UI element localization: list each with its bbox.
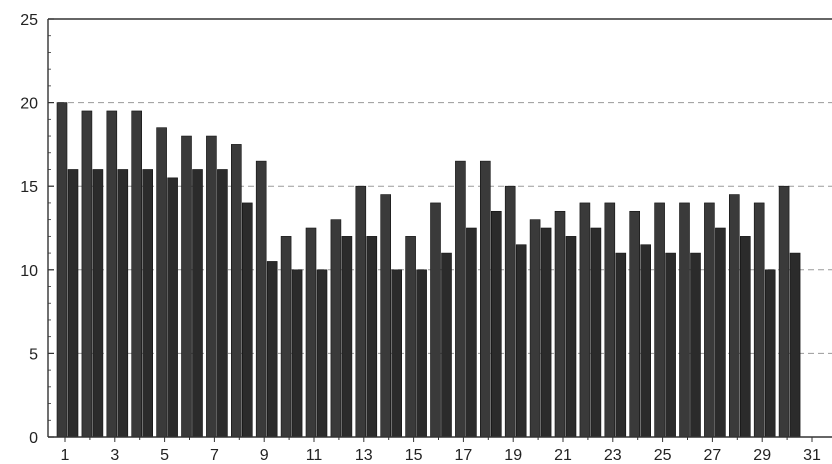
bar	[67, 169, 79, 438]
bar	[416, 269, 427, 438]
x-tick-label: 29	[753, 447, 771, 464]
bar	[753, 202, 765, 438]
bar	[81, 110, 93, 438]
x-tick-label: 31	[803, 447, 821, 464]
bar	[479, 160, 491, 438]
bar	[131, 110, 142, 438]
bar	[167, 177, 178, 438]
bar	[266, 261, 278, 438]
bar	[391, 269, 403, 438]
bar	[316, 269, 328, 438]
bar	[540, 227, 552, 438]
bar	[504, 185, 516, 438]
bar	[739, 236, 751, 438]
bar	[366, 236, 378, 438]
bar	[231, 144, 242, 438]
x-tick-label: 19	[504, 447, 522, 464]
bar	[142, 169, 153, 438]
bar	[217, 169, 228, 438]
y-tick-label: 0	[29, 430, 38, 447]
plot-frame	[47, 18, 832, 438]
bar	[330, 219, 342, 438]
bar	[629, 210, 641, 438]
bar	[679, 202, 690, 438]
x-tick-label: 27	[704, 447, 722, 464]
bar	[466, 227, 477, 438]
x-tick-label: 25	[654, 447, 672, 464]
bar	[690, 252, 701, 438]
bar	[704, 202, 715, 438]
x-tick-label: 11	[306, 447, 323, 464]
bar	[455, 160, 466, 438]
bar	[341, 236, 353, 438]
bar	[579, 202, 591, 438]
bar	[255, 160, 267, 438]
x-tick-label: 17	[455, 447, 473, 464]
bar	[604, 202, 616, 438]
bar	[615, 252, 627, 438]
bar	[106, 110, 118, 438]
bar	[728, 194, 740, 438]
bar	[92, 169, 104, 438]
y-tick-label: 10	[20, 263, 38, 280]
bar	[181, 135, 192, 438]
y-tick-label: 15	[20, 179, 38, 196]
bar	[515, 244, 527, 438]
bar	[665, 252, 676, 438]
x-tick-label: 3	[110, 447, 119, 464]
bar	[206, 135, 217, 438]
bar	[156, 127, 167, 438]
x-tick-label: 13	[355, 447, 373, 464]
bar	[640, 244, 652, 438]
bar	[565, 236, 577, 438]
bar	[590, 227, 602, 438]
bars	[56, 102, 801, 438]
bar	[778, 185, 790, 438]
bar	[764, 269, 776, 438]
y-tick-label: 20	[20, 96, 38, 113]
bar	[192, 169, 203, 438]
bar	[355, 185, 367, 438]
x-tick-label: 15	[405, 447, 423, 464]
y-axis: 0 5 10 15 20 25	[20, 12, 54, 447]
bar	[291, 269, 303, 438]
bar	[380, 194, 392, 438]
bar	[554, 210, 566, 438]
bar	[305, 227, 317, 438]
x-tick-label: 5	[160, 447, 169, 464]
x-tick-label: 1	[61, 447, 70, 464]
x-axis: 1 3 5 7 9 11 13 15 17 19 21 23 25 27 29 31	[61, 437, 821, 464]
bar	[280, 236, 292, 438]
y-tick-label: 5	[29, 346, 38, 363]
x-tick-label: 23	[604, 447, 622, 464]
bar	[242, 202, 253, 438]
bar	[430, 202, 441, 438]
x-tick-label: 9	[260, 447, 269, 464]
bar	[789, 252, 801, 438]
bar	[405, 236, 416, 438]
bar	[715, 227, 726, 438]
x-tick-label: 21	[554, 447, 572, 464]
bar	[56, 102, 68, 438]
bar	[529, 219, 541, 438]
bar	[441, 252, 452, 438]
y-tick-label: 25	[20, 12, 38, 29]
bar	[654, 202, 665, 438]
bar	[117, 169, 129, 438]
x-tick-label: 7	[210, 447, 219, 464]
bar	[490, 210, 502, 438]
